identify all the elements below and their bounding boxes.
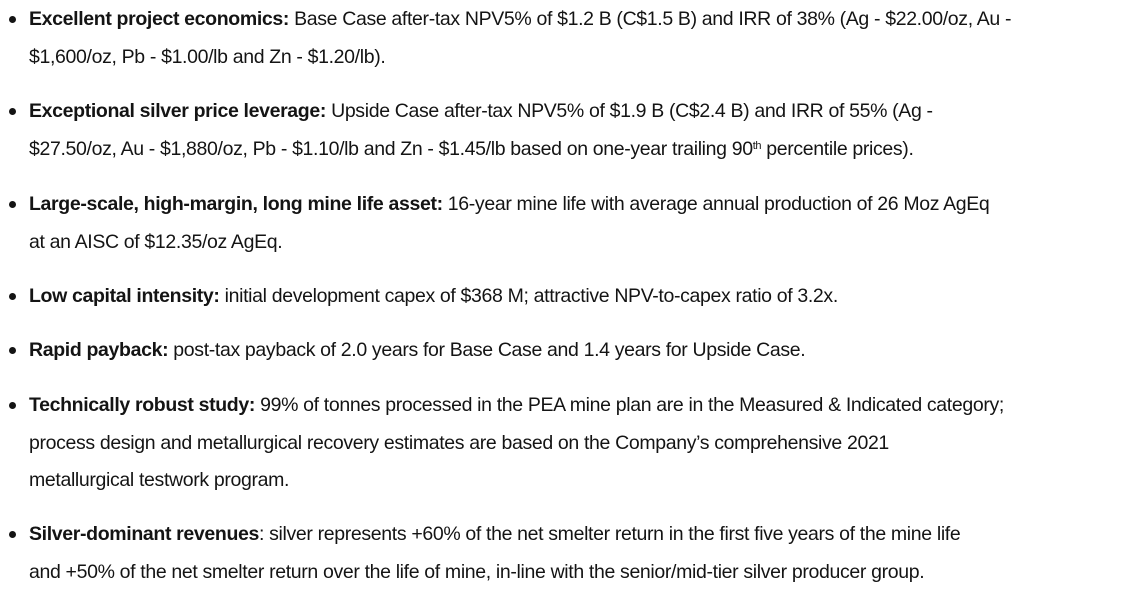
line: metallurgical testwork program. (29, 469, 290, 491)
bullet-icon (9, 531, 16, 538)
line: $1,600/oz, Pb - $1.00/lb and Zn - $1.20/… (29, 45, 386, 68)
item-text: initial development capex of $368 M; att… (219, 285, 839, 307)
line: and +50% of the net smelter return over … (29, 560, 925, 583)
bullet-icon (9, 201, 16, 208)
item-text: 99% of tonnes processed in the PEA mine … (255, 394, 1004, 416)
line: at an AISC of $12.35/oz AgEq. (29, 230, 283, 253)
item-text: $27.50/oz, Au - $1,880/oz, Pb - $1.10/lb… (29, 137, 753, 160)
bullet-icon (9, 347, 16, 354)
item-heading: Low capital intensity: (29, 285, 220, 307)
bullet-icon (9, 402, 16, 409)
bullet-icon (9, 108, 16, 115)
line: Technically robust study: 99% of tonnes … (29, 387, 1004, 425)
line: Low capital intensity: initial developme… (29, 278, 838, 316)
superscript: th (752, 139, 762, 152)
line: Silver-dominant revenues: silver represe… (29, 516, 961, 554)
item-text: : silver represents +60% of the net smel… (259, 523, 961, 545)
item-text: post-tax payback of 2.0 years for Base C… (168, 339, 806, 361)
item-heading: Exceptional silver price leverage: (29, 100, 327, 122)
line: $27.50/oz, Au - $1,880/oz, Pb - $1.10/lb… (29, 131, 914, 169)
line: Exceptional silver price leverage: Upsid… (29, 93, 933, 131)
item-heading: Excellent project economics: (29, 8, 290, 30)
item-heading: Rapid payback: (29, 339, 169, 361)
item-heading: Large-scale, high-margin, long mine life… (29, 193, 443, 215)
bullet-icon (9, 16, 16, 23)
line: Large-scale, high-margin, long mine life… (29, 186, 990, 224)
bullet-icon (9, 293, 16, 300)
line: process design and metallurgical recover… (29, 431, 889, 454)
item-text: 16-year mine life with average annual pr… (442, 193, 990, 215)
line: Excellent project economics: Base Case a… (29, 1, 1011, 39)
item-text: percentile prices). (761, 137, 914, 160)
item-text: Upside Case after-tax NPV5% of $1.9 B (C… (326, 100, 933, 122)
line: Rapid payback: post-tax payback of 2.0 y… (29, 332, 806, 370)
item-heading: Silver-dominant revenues (29, 523, 260, 545)
item-heading: Technically robust study: (29, 394, 256, 416)
item-text: Base Case after-tax NPV5% of $1.2 B (C$1… (289, 8, 1012, 30)
